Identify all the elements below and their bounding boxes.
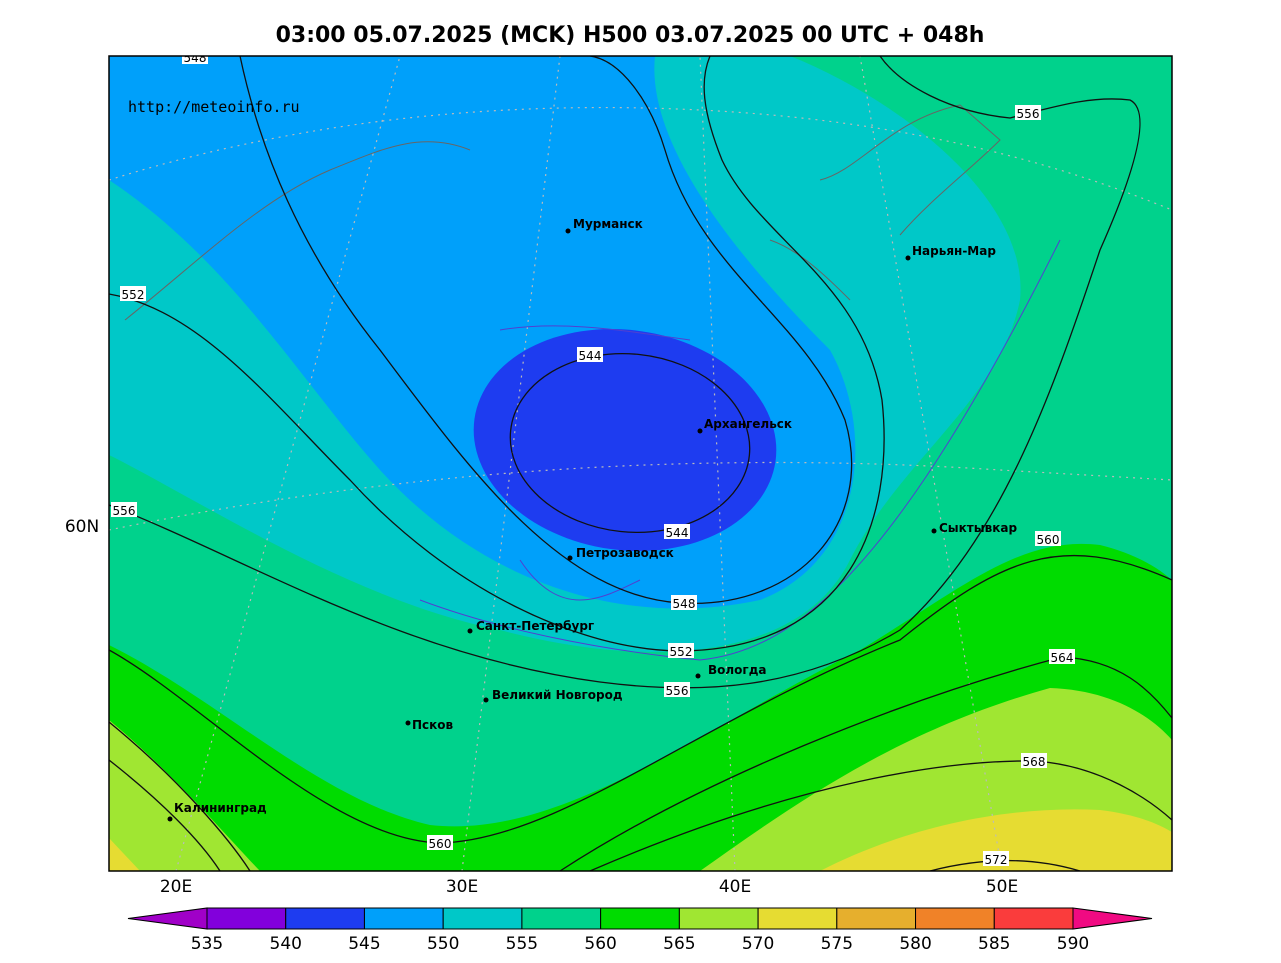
contour	[239, 56, 853, 604]
contour-label: 556	[1017, 107, 1040, 121]
contour-label: 556	[113, 504, 136, 518]
contour-label: 544	[666, 526, 689, 540]
colorbar-tick-label: 570	[742, 934, 774, 954]
city-label: Псков	[412, 718, 454, 732]
city-label: Архангельск	[704, 417, 792, 431]
city-dot	[931, 528, 937, 534]
contour-label: 572	[985, 853, 1008, 867]
city-label: Вологда	[708, 663, 766, 677]
contour-label: 556	[666, 684, 689, 698]
contour-label: 560	[429, 837, 452, 851]
contour-label-box	[983, 851, 1009, 866]
city-dot	[905, 255, 911, 261]
city-label: Нарьян-Мар	[912, 244, 996, 258]
contour-label: 564	[1051, 651, 1074, 665]
x-axis-label: 40E	[719, 877, 751, 897]
city-dot	[167, 816, 173, 822]
grid-line	[109, 106, 1172, 211]
fill-570	[109, 809, 1172, 871]
x-axis-label: 50E	[986, 877, 1018, 897]
city-dot	[483, 697, 489, 703]
colorbar-arrow	[127, 907, 208, 930]
city-dot	[567, 555, 573, 561]
contour-label-box	[671, 595, 697, 610]
contour	[109, 554, 1172, 844]
fill-540	[473, 329, 777, 551]
colorbar-tick-label: 590	[1057, 934, 1089, 954]
city-label: Калининград	[174, 801, 267, 815]
contour-label: 560	[1037, 533, 1060, 547]
contour-label-box	[120, 286, 146, 301]
colorbar-arrow	[1072, 907, 1153, 930]
colorbar-segment	[836, 907, 917, 930]
city-dot	[405, 720, 411, 726]
contour-label: 552	[122, 288, 145, 302]
contour-label-box	[1021, 753, 1047, 768]
grid-line	[109, 461, 1172, 531]
map-frame	[108, 55, 1173, 872]
contour-label: 544	[579, 349, 602, 363]
colorbar-tick-label: 535	[191, 934, 223, 954]
contour-label-box	[1049, 649, 1075, 664]
contour-label-box	[182, 56, 208, 64]
colorbar-segment	[285, 907, 365, 930]
contour-label: 552	[670, 645, 693, 659]
x-axis-label: 30E	[446, 877, 478, 897]
colorbar-segment	[915, 907, 995, 930]
colorbar-segment	[521, 907, 602, 930]
colorbar-tick-label: 560	[584, 934, 616, 954]
city-dot	[695, 673, 701, 679]
city-label: Петрозаводск	[576, 546, 674, 560]
contour-label-box	[664, 524, 690, 539]
colorbar-tick-label: 540	[270, 934, 302, 954]
colorbar-tick-label: 565	[663, 934, 695, 954]
colorbar-segment	[757, 907, 838, 930]
contour	[109, 759, 1172, 871]
source-url: http://meteoinfo.ru	[128, 98, 300, 116]
contour-label-box	[664, 682, 690, 697]
contour-label: 568	[1023, 755, 1046, 769]
fill-565	[109, 688, 1172, 871]
city-dot	[697, 428, 703, 434]
city-label: Великий Новгород	[492, 688, 623, 702]
colorbar-segment	[600, 907, 680, 930]
y-axis-label: 60N	[65, 517, 99, 537]
contour	[109, 56, 885, 652]
title: 03:00 05.07.2025 (MCK) H500 03.07.2025 0…	[276, 23, 985, 48]
x-axis-label: 20E	[160, 877, 192, 897]
contour-label-box	[1035, 531, 1061, 546]
colorbar-tick-label: 580	[899, 934, 931, 954]
colorbar-tick-label: 545	[348, 934, 380, 954]
contour	[109, 656, 1172, 871]
contour-label: 548	[184, 51, 207, 65]
coastline	[124, 104, 1001, 321]
colorbar-tick-label: 585	[978, 934, 1010, 954]
contour-label: 548	[673, 597, 696, 611]
contour-label-box	[577, 347, 603, 362]
contour-label-box	[1015, 105, 1041, 120]
contour-label-box	[427, 835, 453, 850]
contour-label-box	[668, 643, 694, 658]
map-area: http://meteoinfo.ru Мурманск Нарьян-Мар Ар…	[109, 51, 1172, 871]
colorbar-segment	[993, 907, 1074, 930]
city-label: Сыктывкар	[939, 521, 1017, 535]
contour	[509, 352, 751, 534]
colorbar-segment	[363, 907, 444, 930]
city-label: Санкт-Петербург	[476, 619, 594, 633]
colorbar-segment	[206, 907, 287, 930]
contour	[109, 56, 1141, 689]
city-label: Мурманск	[573, 217, 643, 231]
colorbar-tick-label: 575	[821, 934, 853, 954]
colorbar-segment	[678, 907, 759, 930]
colorbar-segment	[442, 907, 523, 930]
city-dot	[467, 628, 473, 634]
colorbar-tick-label: 555	[506, 934, 538, 954]
contour-label-box	[111, 502, 137, 517]
city-dot	[565, 228, 571, 234]
colorbar-tick-label: 550	[427, 934, 459, 954]
border	[419, 239, 1061, 661]
